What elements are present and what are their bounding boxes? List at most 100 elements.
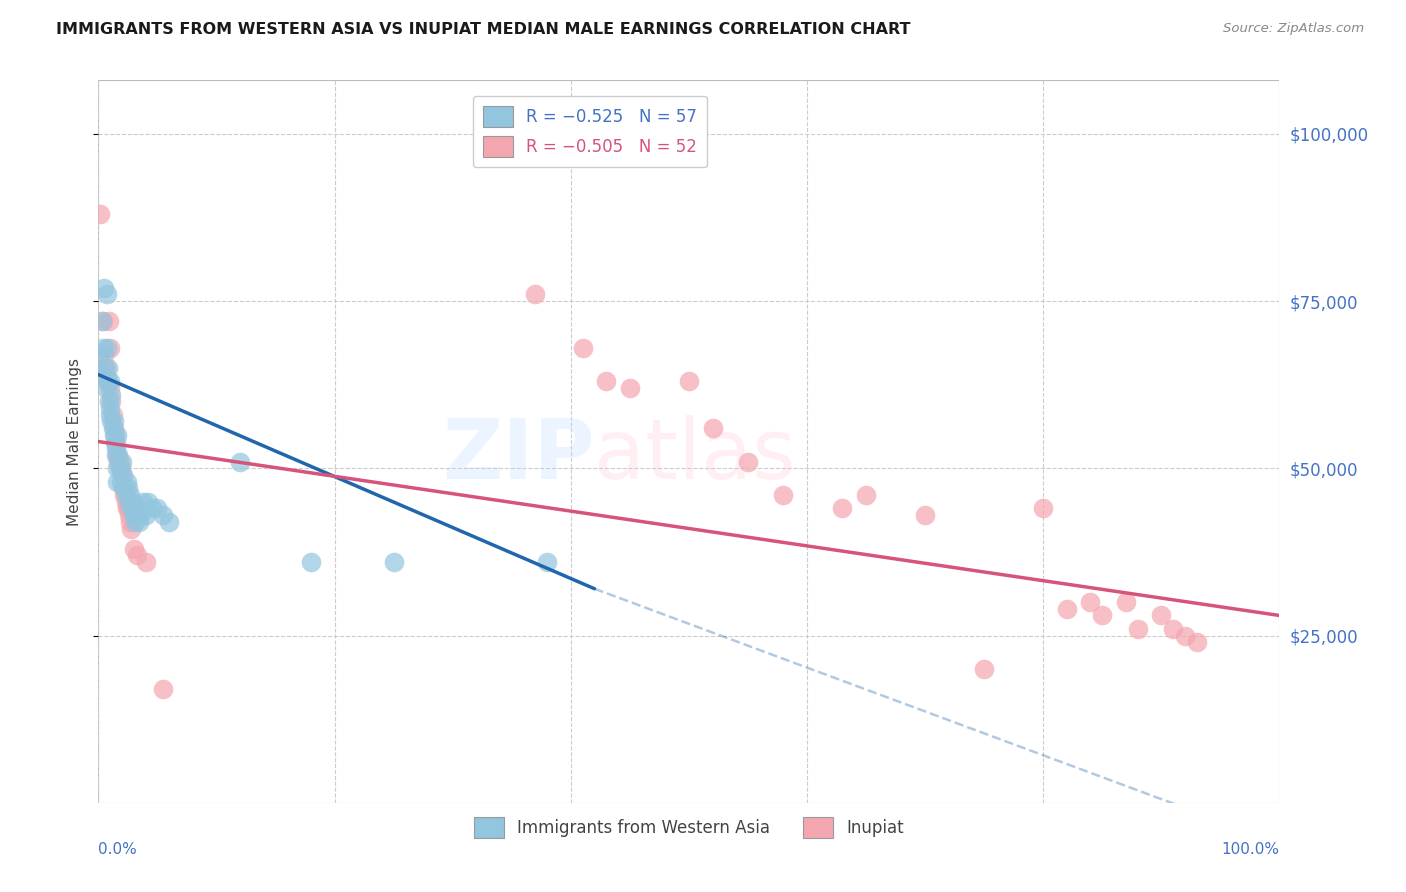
Point [110, 475, 132, 489]
Point [1080, 595, 1102, 609]
Point [101, 421, 124, 435]
Point [96, 375, 118, 389]
Text: atlas: atlas [595, 416, 796, 497]
Point [89, 348, 111, 362]
Text: 100.0%: 100.0% [1222, 842, 1279, 856]
Point [103, 414, 125, 428]
Point [118, 508, 141, 523]
Point [120, 488, 142, 502]
Point [152, 681, 174, 696]
Point [678, 375, 700, 389]
Point [91, 341, 114, 355]
Point [1115, 595, 1137, 609]
Point [382, 555, 405, 569]
Point [94, 381, 117, 395]
Point [105, 441, 128, 455]
Point [157, 515, 180, 529]
Point [146, 501, 169, 516]
Point [229, 454, 252, 469]
Point [94, 361, 117, 376]
Point [117, 501, 139, 516]
Point [124, 515, 146, 529]
Point [105, 461, 128, 475]
Point [90, 368, 112, 382]
Point [118, 494, 141, 508]
Point [112, 467, 135, 482]
Point [111, 467, 134, 482]
Point [105, 448, 128, 462]
Point [536, 555, 558, 569]
Point [100, 387, 122, 401]
Point [103, 421, 125, 435]
Point [97, 361, 120, 376]
Point [104, 434, 127, 449]
Point [1056, 602, 1078, 616]
Text: Source: ZipAtlas.com: Source: ZipAtlas.com [1223, 22, 1364, 36]
Point [100, 394, 122, 409]
Point [96, 287, 118, 301]
Text: 0.0%: 0.0% [98, 842, 138, 856]
Point [98, 408, 121, 422]
Point [128, 508, 150, 523]
Point [122, 541, 145, 556]
Point [127, 548, 149, 563]
Point [1091, 608, 1114, 623]
Text: IMMIGRANTS FROM WESTERN ASIA VS INUPIAT MEDIAN MALE EARNINGS CORRELATION CHART: IMMIGRANTS FROM WESTERN ASIA VS INUPIAT … [56, 22, 911, 37]
Point [93, 348, 115, 362]
Point [127, 501, 149, 516]
Point [1161, 622, 1184, 636]
Point [112, 482, 135, 496]
Point [595, 375, 617, 389]
Point [101, 408, 124, 422]
Point [121, 494, 143, 508]
Point [108, 454, 131, 469]
Point [114, 494, 136, 508]
Point [98, 314, 121, 328]
Text: ZIP: ZIP [441, 416, 595, 497]
Point [619, 381, 641, 395]
Legend: Immigrants from Western Asia, Inupiat: Immigrants from Western Asia, Inupiat [467, 810, 911, 845]
Point [132, 494, 155, 508]
Point [115, 501, 138, 516]
Point [524, 287, 547, 301]
Point [107, 448, 129, 462]
Point [831, 501, 853, 516]
Point [98, 341, 121, 355]
Point [973, 662, 995, 676]
Point [1126, 622, 1149, 636]
Point [299, 555, 322, 569]
Point [1174, 628, 1197, 642]
Point [136, 494, 159, 508]
Point [120, 515, 142, 529]
Point [93, 281, 115, 295]
Point [152, 508, 174, 523]
Point [107, 454, 129, 469]
Point [141, 501, 163, 516]
Point [125, 508, 148, 523]
Point [98, 375, 121, 389]
Point [112, 482, 135, 496]
Point [112, 488, 135, 502]
Point [105, 434, 128, 449]
Point [104, 427, 127, 442]
Point [105, 448, 128, 462]
Point [100, 414, 122, 428]
Point [105, 475, 128, 489]
Point [571, 341, 593, 355]
Point [115, 475, 138, 489]
Point [1185, 635, 1208, 649]
Point [111, 454, 134, 469]
Point [89, 207, 111, 221]
Point [110, 461, 132, 475]
Point [117, 482, 139, 496]
Point [103, 427, 125, 442]
Point [108, 461, 131, 475]
Point [1032, 501, 1054, 516]
Point [121, 501, 143, 516]
Point [105, 427, 128, 442]
Point [122, 508, 145, 523]
Point [855, 488, 877, 502]
Point [97, 375, 120, 389]
Point [135, 508, 157, 523]
Point [121, 521, 143, 535]
